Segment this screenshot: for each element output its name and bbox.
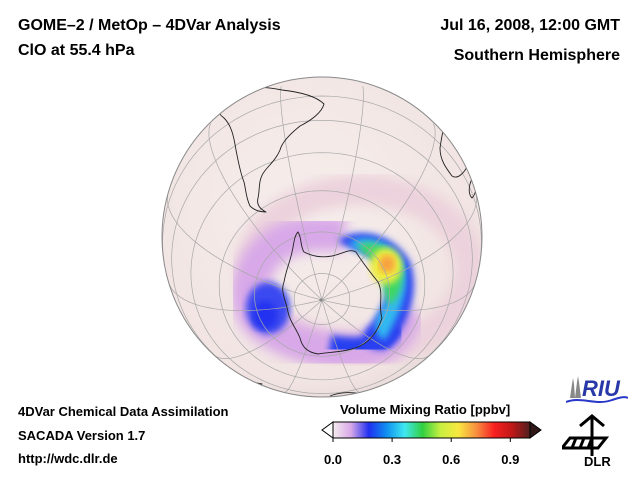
graticule-line [171,119,473,375]
graticule-line [214,299,323,359]
graticule-line [280,86,323,301]
max-orange [379,255,395,273]
graticule [162,86,482,394]
footer-line-1: 4DVar Chemical Data Assimilation [18,404,229,419]
dlr-logo: DLR [562,414,611,468]
globe-outline [161,76,483,398]
dlr-logo-text: DLR [584,454,611,468]
hemisphere-label: Southern Hemisphere [453,47,620,64]
graticule-line [208,123,323,301]
colorbar-tick-label: 0.3 [383,452,402,467]
colorbar-title: Volume Mixing Ratio [ppbv] [340,402,511,417]
graticule-line [321,299,430,359]
west-lobe-core [253,301,277,329]
graticule-line [321,283,476,311]
riu-logo-text: RIU [582,376,621,401]
graticule-line [190,152,454,394]
graticule-line [321,192,477,301]
graticule-line [167,192,323,301]
title-line-2: ClO at 55.4 hPa [18,42,135,59]
south-pole-marker [319,298,323,302]
footer-link[interactable]: http://wdc.dlr.de [18,451,118,466]
coastlines [216,87,477,397]
colorbar-tick-label: 0.6 [442,452,461,467]
colorbar-tick-label: 0.9 [501,452,520,467]
graticule-line [321,86,364,301]
footer-line-2: SACADA Version 1.7 [18,428,146,443]
field-layer [162,86,482,397]
graticule-line [254,231,390,357]
title-line-1: GOME–2 / MetOp – 4DVar Analysis [18,17,281,34]
date-label: Jul 16, 2008, 12:00 GMT [440,17,620,34]
coast-antarctica [282,231,383,355]
graticule-line [321,299,360,393]
colorbar-tick-label: 0.0 [323,452,343,467]
graticule-line [293,273,351,325]
graticule-line [321,123,436,301]
dlr-emblem-icon [562,414,610,456]
coast-south-america [216,87,325,213]
cathedral-icon [570,376,581,398]
graticule-line [218,190,426,381]
riu-wave [566,396,628,403]
riu-logo: RIU [566,376,628,403]
graticule-line [162,95,482,266]
graticule-line [168,283,323,311]
graticule-line [284,299,323,393]
